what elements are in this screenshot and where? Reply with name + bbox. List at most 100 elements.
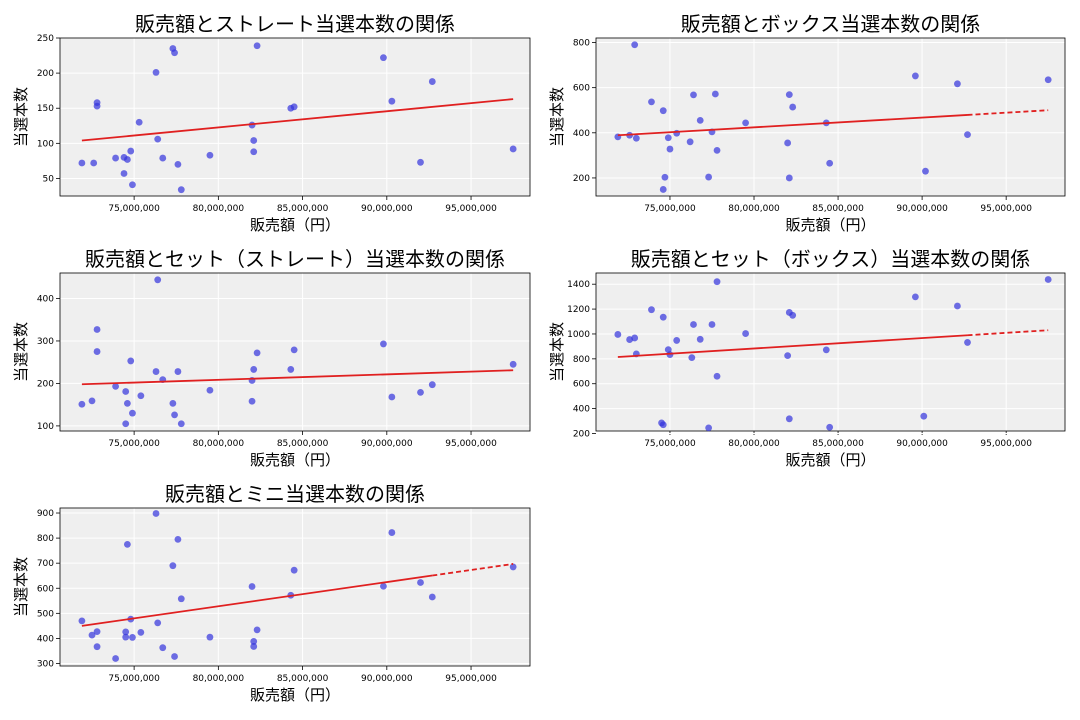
data-point — [964, 131, 971, 139]
data-point — [659, 107, 667, 115]
y-tick-label: 400 — [37, 294, 54, 304]
chart-panel-set-straight: 75,000,000 80,000,000 85,000,000 90,000,000… — [0, 235, 540, 475]
chart-panel-mini: 75,000,000 80,000,000 85,000,000 90,000,000… — [0, 470, 540, 710]
data-point — [509, 145, 517, 153]
data-point — [169, 399, 177, 407]
chart-title: 販売額とセット（ボックス）当選本数の関係 — [631, 247, 1030, 271]
data-point — [713, 278, 721, 286]
data-point — [711, 90, 719, 98]
x-tick-label: 85,000,000 — [277, 439, 329, 449]
x-tick-label: 80,000,000 — [193, 439, 245, 449]
y-tick-label: 600 — [37, 584, 54, 594]
y-tick-label: 50 — [43, 174, 55, 184]
data-point — [784, 352, 792, 360]
chart-svg-box: 75,000,000 80,000,000 85,000,000 90,000,000… — [548, 12, 1066, 234]
data-point — [112, 655, 119, 662]
y-tick-label: 400 — [573, 405, 590, 415]
data-point — [632, 134, 640, 142]
x-tick-label: 75,000,000 — [108, 204, 160, 214]
data-point — [112, 383, 119, 390]
y-tick-label: 1000 — [567, 330, 590, 340]
data-point — [154, 619, 162, 627]
data-point — [171, 411, 178, 419]
data-point — [127, 357, 135, 365]
data-point — [964, 339, 971, 346]
data-point — [509, 563, 517, 571]
data-point — [177, 186, 185, 194]
data-point — [922, 167, 929, 175]
data-point — [785, 415, 793, 423]
data-point — [250, 638, 258, 645]
y-tick-label: 100 — [37, 139, 54, 149]
data-point — [290, 346, 298, 354]
data-point — [123, 156, 131, 163]
chart-panel-straight: 75,000,000 80,000,000 85,000,000 90,000,000… — [0, 0, 540, 240]
plot-frame — [595, 37, 1066, 197]
x-tick-label: 85,000,000 — [277, 674, 329, 684]
data-point — [509, 360, 517, 368]
plot-area — [60, 508, 530, 666]
data-point — [169, 562, 177, 570]
chart-panel-box: 75,000,000 80,000,000 85,000,000 90,000,000… — [540, 0, 1080, 240]
x-tick-label: 95,000,000 — [980, 204, 1032, 214]
data-point — [177, 595, 185, 603]
data-point — [78, 400, 86, 408]
data-point — [250, 643, 258, 650]
data-point — [250, 366, 258, 373]
data-point — [690, 91, 697, 99]
data-point — [1044, 76, 1052, 84]
data-point — [417, 388, 424, 396]
data-point — [954, 80, 961, 88]
data-point — [785, 174, 793, 182]
chart-panel-set-box: 75,000,000 80,000,000 85,000,000 90,000,000… — [540, 235, 1080, 475]
x-axis-label: 販売額（円） — [785, 451, 875, 469]
data-point — [631, 334, 639, 342]
data-point — [388, 97, 396, 105]
trend-line — [81, 369, 514, 386]
trend-line-extension — [967, 329, 1049, 337]
data-point — [206, 633, 214, 641]
data-point — [154, 135, 162, 143]
chart-svg-set-box: 75,000,000 80,000,000 85,000,000 90,000,000… — [548, 247, 1066, 469]
data-point — [88, 631, 96, 639]
y-tick-label: 200 — [37, 69, 54, 79]
x-tick-label: 80,000,000 — [728, 204, 780, 214]
data-point — [122, 420, 130, 428]
plot-area — [596, 273, 1065, 431]
y-tick-label: 300 — [37, 659, 54, 669]
y-tick-label: 200 — [37, 379, 54, 389]
data-point — [129, 181, 136, 189]
data-point — [122, 633, 130, 641]
data-point — [686, 138, 694, 146]
y-tick-label: 400 — [37, 634, 54, 644]
x-axis-label: 販売額（円） — [250, 686, 340, 704]
chart-svg-set-straight: 75,000,000 80,000,000 85,000,000 90,000,000… — [12, 247, 531, 469]
data-point — [287, 366, 295, 373]
data-point — [428, 593, 436, 601]
data-point — [122, 388, 130, 395]
x-tick-label: 85,000,000 — [277, 204, 329, 214]
data-point — [129, 634, 136, 641]
data-point — [253, 42, 261, 50]
data-point — [206, 151, 214, 159]
x-tick-label: 95,000,000 — [980, 439, 1032, 449]
data-point — [826, 159, 834, 167]
x-tick-label: 90,000,000 — [361, 439, 413, 449]
data-point — [129, 409, 136, 417]
data-point — [112, 154, 119, 162]
data-point — [135, 118, 143, 126]
x-axis-label: 販売額（円） — [250, 216, 340, 234]
data-point — [90, 159, 98, 167]
data-point — [380, 340, 387, 348]
y-axis-label: 当選本数 — [12, 87, 30, 147]
data-point — [248, 397, 256, 405]
y-tick-label: 300 — [37, 337, 54, 347]
data-point — [177, 420, 185, 428]
y-tick-label: 800 — [37, 534, 54, 544]
data-point — [631, 41, 639, 49]
data-point — [123, 540, 131, 548]
data-point — [705, 424, 713, 432]
data-point — [290, 566, 298, 574]
chart-title: 販売額とストレート当選本数の関係 — [135, 12, 455, 36]
data-point — [648, 306, 655, 314]
